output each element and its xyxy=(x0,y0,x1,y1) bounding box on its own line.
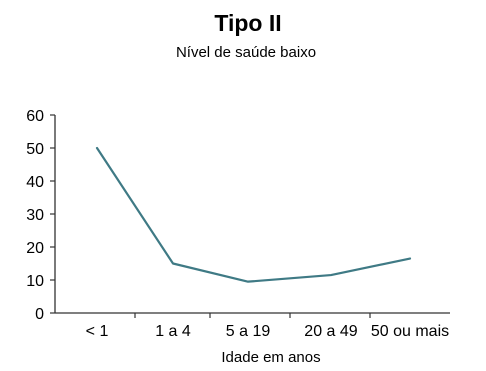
x-tick-label: 20 a 49 xyxy=(304,323,357,340)
y-tick-label: 60 xyxy=(26,108,44,125)
x-ticks: < 1 1 a 4 5 a 19 20 a 49 50 ou mais xyxy=(86,313,449,340)
x-axis-label: Idade em anos xyxy=(221,349,320,366)
y-tick-label: 50 xyxy=(26,141,44,158)
x-tick-label: 5 a 19 xyxy=(226,323,271,340)
chart-subtitle: Nível de saúde baixo xyxy=(176,44,316,61)
y-tick-label: 20 xyxy=(26,240,44,257)
y-tick-label: 30 xyxy=(26,207,44,224)
axes xyxy=(54,115,450,314)
y-tick-label: 0 xyxy=(35,306,44,323)
series-line xyxy=(95,146,412,283)
y-tick-label: 10 xyxy=(26,273,44,290)
chart-title: Tipo II xyxy=(214,10,281,36)
y-tick-label: 40 xyxy=(26,174,44,191)
x-tick-label: < 1 xyxy=(86,323,109,340)
x-tick-label: 1 a 4 xyxy=(155,323,191,340)
y-ticks: 0 10 20 30 40 50 60 xyxy=(26,108,55,323)
plot-area xyxy=(95,146,412,283)
x-tick-label: 50 ou mais xyxy=(371,323,449,340)
